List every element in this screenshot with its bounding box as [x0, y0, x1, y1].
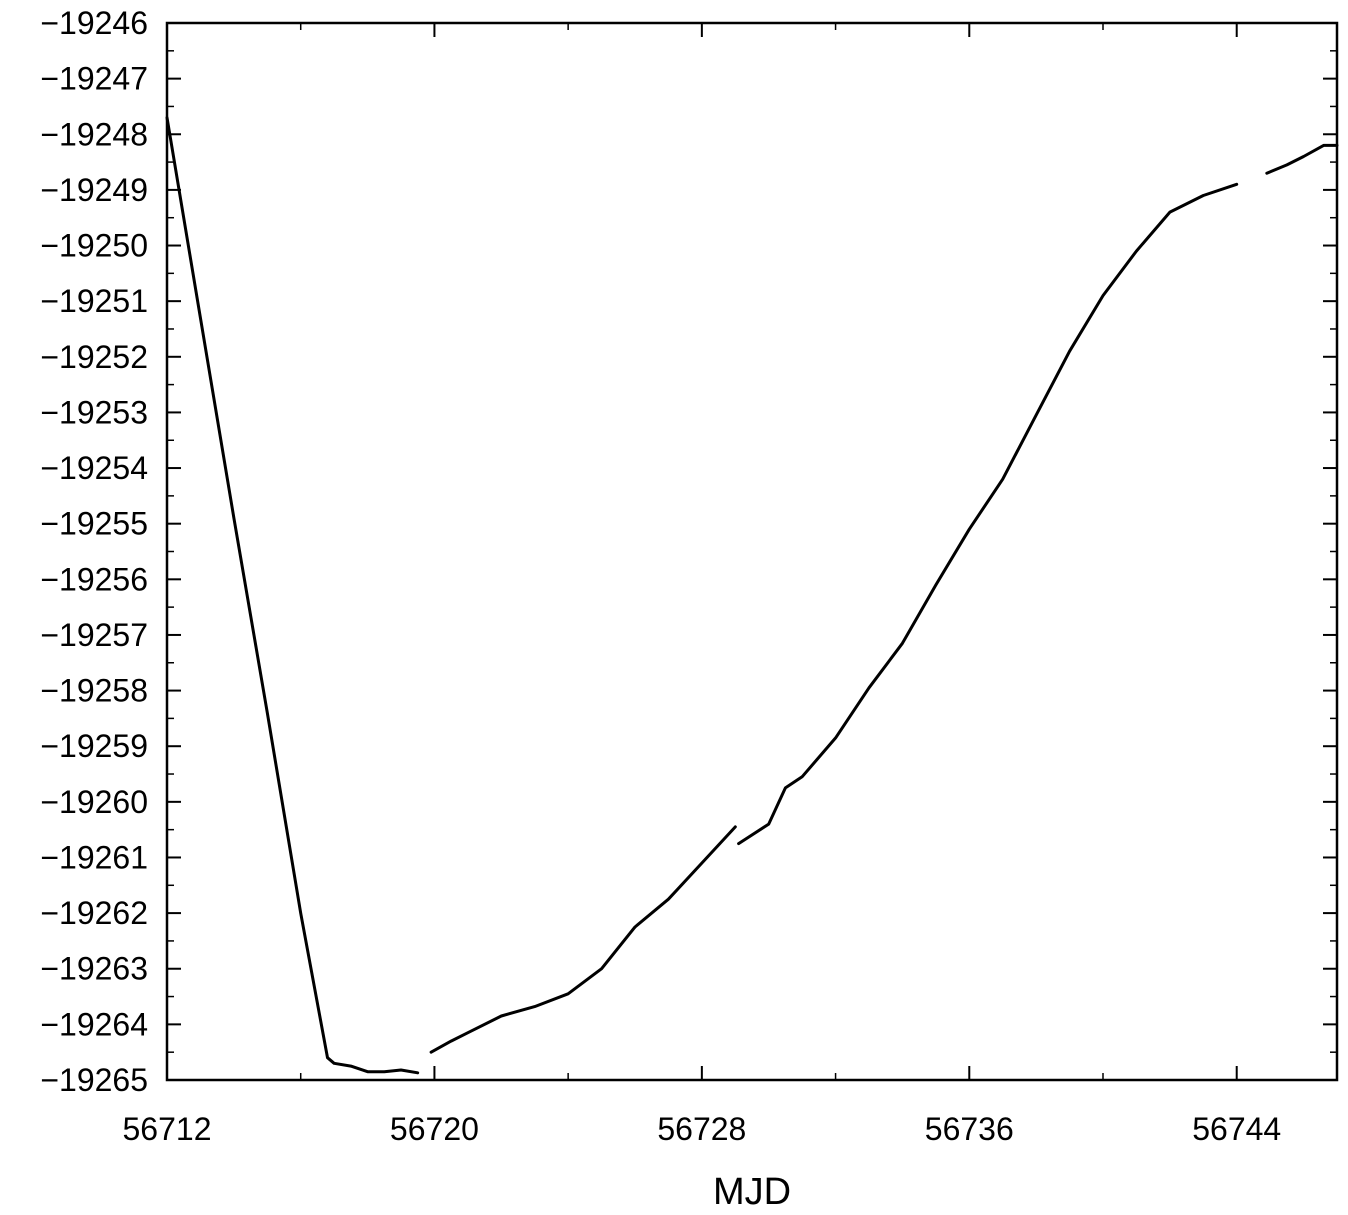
y-tick-label: −19265 — [40, 1062, 148, 1098]
y-tick-label: −19247 — [40, 61, 148, 97]
x-tick-label: 56728 — [657, 1111, 746, 1147]
y-tick-label: −19251 — [40, 283, 148, 319]
x-axis-title: MJD — [713, 1171, 791, 1213]
y-tick-label: −19250 — [40, 228, 148, 264]
y-tick-label: −19252 — [40, 339, 148, 375]
y-tick-label: −19246 — [40, 5, 148, 41]
series-line-segment-3 — [737, 182, 1239, 846]
x-tick-label: 56736 — [925, 1111, 1014, 1147]
y-tick-label: −19260 — [40, 784, 148, 820]
y-tick-label: −19253 — [40, 394, 148, 430]
series-layer — [165, 116, 1339, 1075]
series-line-segment-1 — [165, 116, 420, 1075]
y-tick-label: −19248 — [40, 116, 148, 152]
y-tick-label: −19263 — [40, 951, 148, 987]
x-tick-label: 56720 — [390, 1111, 479, 1147]
y-tick-label: −19261 — [40, 839, 148, 875]
x-tick-label: 56744 — [1192, 1111, 1281, 1147]
y-tick-label: −19259 — [40, 728, 148, 764]
y-tick-label: −19258 — [40, 673, 148, 709]
y-tick-label: −19262 — [40, 895, 148, 931]
series-line-segment-2 — [429, 825, 737, 1054]
y-tick-label: −19264 — [40, 1006, 148, 1042]
y-tick-label: −19256 — [40, 561, 148, 597]
y-tick-label: −19249 — [40, 172, 148, 208]
series-line-segment-4 — [1265, 143, 1339, 175]
labels-layer: 56712 56720 56728 56736 56744 −19246 −19247 −19… — [40, 5, 1281, 1147]
y-tick-label: −19257 — [40, 617, 148, 653]
plot-frame — [165, 21, 1339, 1082]
x-tick-label: 56712 — [123, 1111, 212, 1147]
y-tick-label: −19255 — [40, 506, 148, 542]
y-tick-label: −19254 — [40, 450, 148, 486]
